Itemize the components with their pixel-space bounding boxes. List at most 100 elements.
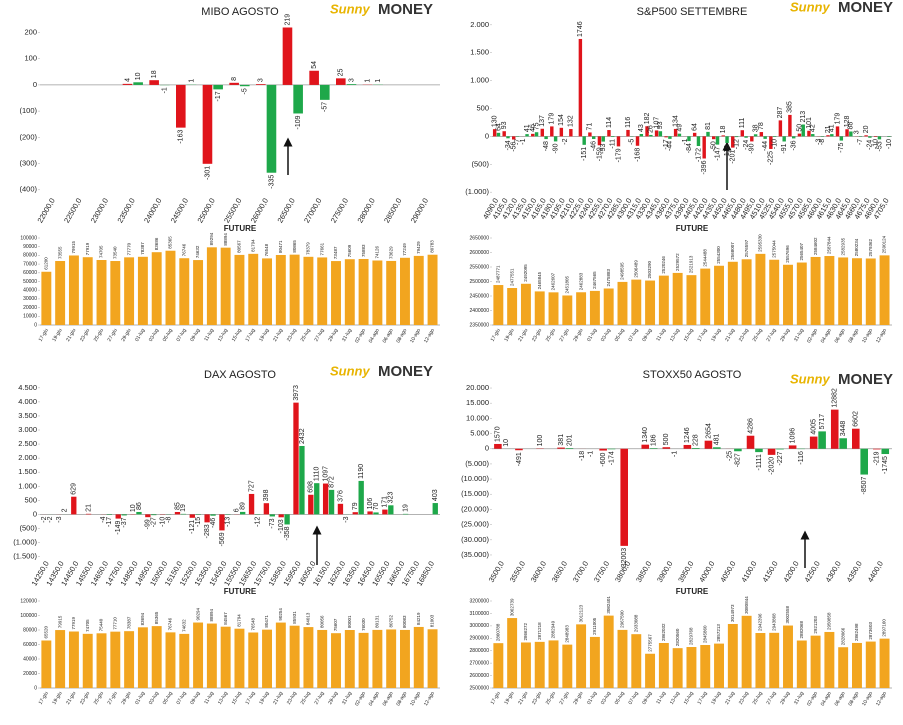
bar xyxy=(772,136,777,137)
x-tick-label: 4350,0 xyxy=(845,559,864,583)
bar xyxy=(531,133,535,137)
data-label: 75607 xyxy=(333,618,338,631)
data-label: 80783 xyxy=(430,240,435,253)
bar xyxy=(322,483,329,515)
data-label: 2882949 xyxy=(551,620,556,638)
data-label: 1570 xyxy=(495,426,502,442)
y-tick-label: 100000 xyxy=(20,613,37,619)
y-tick-label: 2350000 xyxy=(470,322,490,328)
data-label: 77661 xyxy=(319,242,324,255)
bar xyxy=(603,615,614,688)
data-label: -36 xyxy=(791,140,798,150)
bar xyxy=(506,136,510,139)
bar xyxy=(262,629,272,688)
bar xyxy=(263,503,270,515)
bar xyxy=(193,622,204,688)
bar xyxy=(317,257,328,325)
data-label: 76746 xyxy=(181,243,186,256)
bar xyxy=(240,84,250,87)
bar xyxy=(133,82,143,85)
bar xyxy=(868,136,872,138)
x-tick-label: 3500,0 xyxy=(487,559,506,583)
bar xyxy=(110,261,121,325)
data-label: -118 xyxy=(724,145,731,159)
y-tick-label: 2550000 xyxy=(470,264,490,270)
bar xyxy=(645,280,656,325)
bar xyxy=(662,447,671,449)
data-label: 93 xyxy=(657,121,664,129)
y-tick-label: 4.000 xyxy=(18,397,37,406)
y-tick-label: 10000 xyxy=(23,314,37,320)
data-label: 179 xyxy=(549,113,556,125)
data-label: -10 xyxy=(872,139,879,149)
bar xyxy=(358,258,369,325)
x-tick-label: 13-lug xyxy=(217,690,229,705)
data-label: 2897160 xyxy=(882,619,887,637)
data-label: 2775567 xyxy=(647,634,652,652)
x-tick-label: 19-giu xyxy=(51,690,63,705)
logo: Sunny MONEY xyxy=(330,1,433,18)
x-tick-label: 06-ago xyxy=(834,690,847,707)
bar xyxy=(256,84,266,85)
bar xyxy=(386,629,397,688)
data-label: 49 xyxy=(676,124,683,132)
bar xyxy=(202,84,213,164)
data-label: 46 xyxy=(530,124,537,132)
bar xyxy=(515,448,523,451)
data-label: 403 xyxy=(432,489,439,501)
bar xyxy=(811,134,815,137)
data-label: 86 xyxy=(136,502,143,510)
data-label: -10 xyxy=(772,139,779,149)
y-tick-label: 40000 xyxy=(23,656,37,662)
data-label: 2848983 xyxy=(564,625,569,643)
data-label: 83694 xyxy=(140,612,145,625)
data-label: 3448 xyxy=(840,421,847,437)
bar xyxy=(525,134,529,137)
x-tick-label: 21-giu xyxy=(65,690,77,705)
data-label: -1 xyxy=(672,451,679,457)
data-label: -1 xyxy=(682,138,689,144)
bar xyxy=(852,258,862,325)
y-tick-label: (1.000) xyxy=(465,187,489,196)
data-label: -17 xyxy=(215,91,222,101)
data-label: -15 xyxy=(195,517,202,527)
bar xyxy=(331,261,341,325)
x-tick-label: 11-lug xyxy=(655,690,667,705)
data-label: 3014973 xyxy=(730,604,735,622)
x-tick-label: 31-lug xyxy=(341,327,353,342)
bar xyxy=(818,431,826,449)
bar xyxy=(792,136,796,139)
bar xyxy=(692,448,700,449)
x-tick-label: 15-lug xyxy=(683,327,695,342)
bar xyxy=(873,136,878,137)
data-label: -1 xyxy=(162,87,169,93)
bar xyxy=(512,136,516,140)
bar xyxy=(700,268,711,325)
data-label: 201 xyxy=(566,434,573,446)
x-tick-label: 27-giu xyxy=(559,690,571,705)
x-tick-label: 04-ago xyxy=(368,690,381,707)
bar xyxy=(776,448,784,450)
x-tick-label: 25500,0 xyxy=(222,196,243,224)
data-label: 76746 xyxy=(168,617,173,630)
y-tick-label: 1.500 xyxy=(470,48,489,57)
bar xyxy=(721,135,725,137)
bar xyxy=(520,642,531,688)
bar xyxy=(704,440,713,449)
data-label: -172 xyxy=(695,148,702,162)
bar xyxy=(180,513,187,515)
bar xyxy=(502,131,506,137)
data-label: -121 xyxy=(189,520,196,534)
data-label: 134 xyxy=(672,115,679,127)
data-label: 2911005 xyxy=(592,617,597,635)
x-tick-label: 06-ago xyxy=(834,327,847,344)
x-tick-label: 27-giu xyxy=(107,690,119,705)
x-tick-label: 21-giu xyxy=(517,327,529,342)
data-label: 2595330 xyxy=(758,234,763,252)
data-label: 70 xyxy=(373,503,380,511)
x-tick-label: 21-lug xyxy=(724,327,736,342)
bar xyxy=(783,264,793,325)
bar xyxy=(767,448,776,455)
x-tick-label: 21-giu xyxy=(65,327,77,342)
